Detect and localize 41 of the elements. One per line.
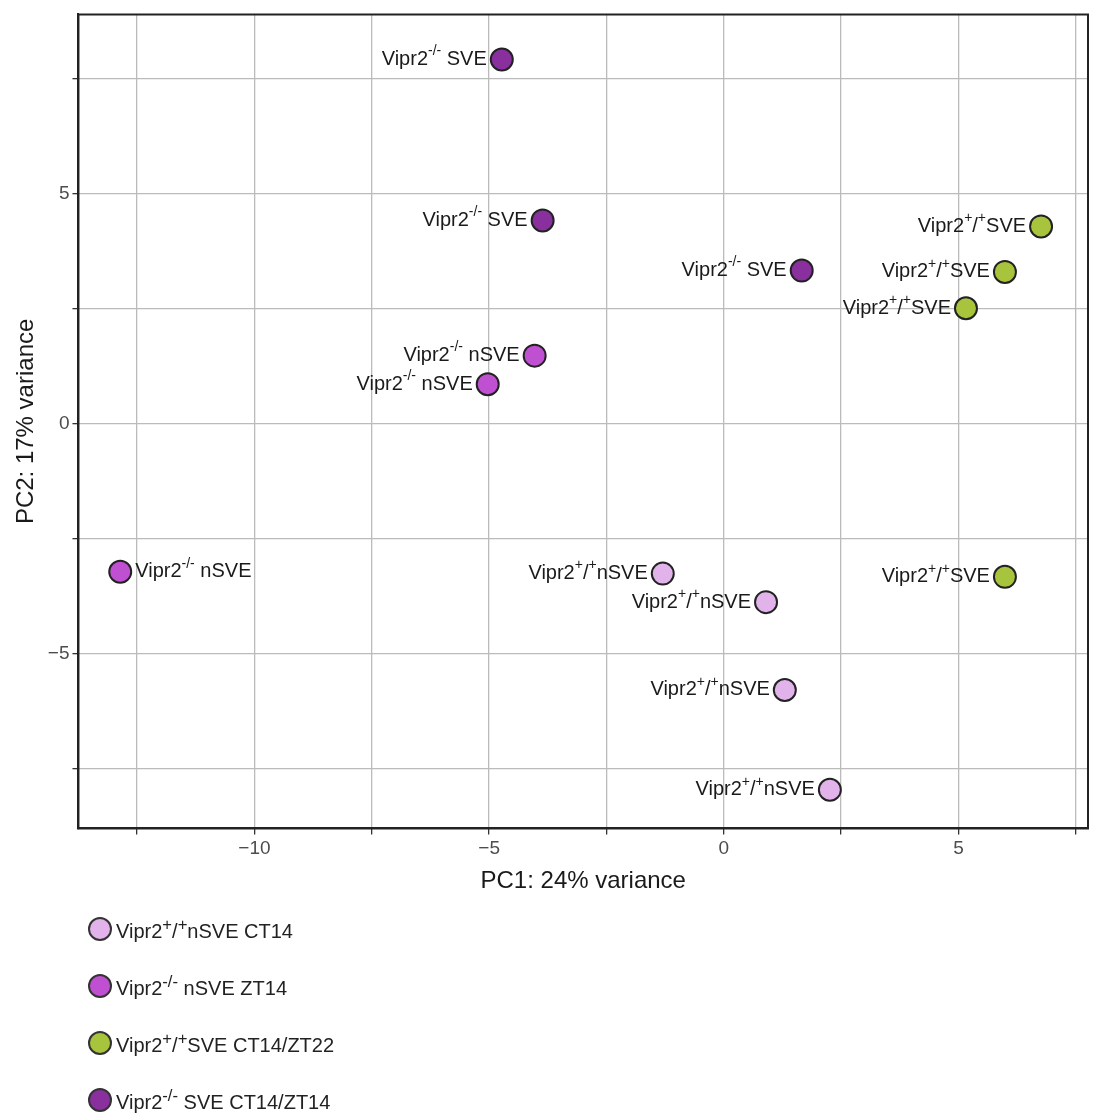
annotation: Vipr2+/+nSVE [631, 584, 752, 612]
point [953, 296, 978, 321]
annotation: Vipr2+/+SVE [881, 254, 990, 282]
y-axis-title: PC2: 17% variance [11, 318, 39, 525]
annotation: Vipr2+/+SVE [881, 559, 990, 587]
point [108, 559, 133, 584]
point [817, 777, 842, 802]
annotation: Vipr2-/- SVE [422, 203, 528, 230]
point [754, 590, 779, 615]
x-tick-label: 5 [953, 837, 964, 859]
annotation: Vipr2+/+nSVE [650, 672, 770, 700]
point [489, 47, 514, 72]
annotation: Vipr2+/+nSVE [695, 772, 815, 800]
x-tick-label: −10 [238, 837, 271, 859]
annotation: Vipr2+/+nSVE [528, 556, 648, 584]
x-tick-label: 0 [718, 837, 730, 859]
point [992, 259, 1017, 284]
legend-label: Vipr2$^{+}$/$^{+}$SVE CT14/ZT22 [116, 1028, 335, 1057]
point [789, 258, 814, 283]
annotation: Vipr2+/+SVE [842, 291, 951, 318]
point [1029, 214, 1054, 239]
legend-label: Vipr2$^{-/-}$ SVE CT14/ZT14 [116, 1085, 331, 1114]
annotation: Vipr2-/- SVE [681, 253, 787, 281]
point [772, 677, 797, 702]
annotation: Vipr2+/+SVE [917, 209, 1027, 236]
point [992, 564, 1017, 589]
x-tick-label: −5 [478, 837, 500, 859]
annotation: Vipr2-/- nSVE [356, 367, 473, 394]
y-tick-label: −5 [47, 641, 70, 663]
annotation: Vipr2-/- nSVE [135, 554, 252, 582]
y-tick-label: 5 [58, 181, 70, 203]
point [522, 343, 547, 368]
annotation: Vipr2-/- nSVE [403, 338, 520, 366]
point [475, 372, 500, 397]
point [530, 208, 555, 233]
legend-label: Vipr2$^{-/-}$ nSVE ZT14 [116, 971, 287, 1000]
point [650, 561, 675, 586]
legend-label: Vipr2$^{+}$/$^{+}$nSVE CT14 [116, 914, 293, 943]
annotation: Vipr2-/- SVE [381, 42, 487, 69]
x-axis-title: PC1: 24% variance [480, 866, 686, 894]
y-tick-label: 0 [58, 411, 70, 433]
